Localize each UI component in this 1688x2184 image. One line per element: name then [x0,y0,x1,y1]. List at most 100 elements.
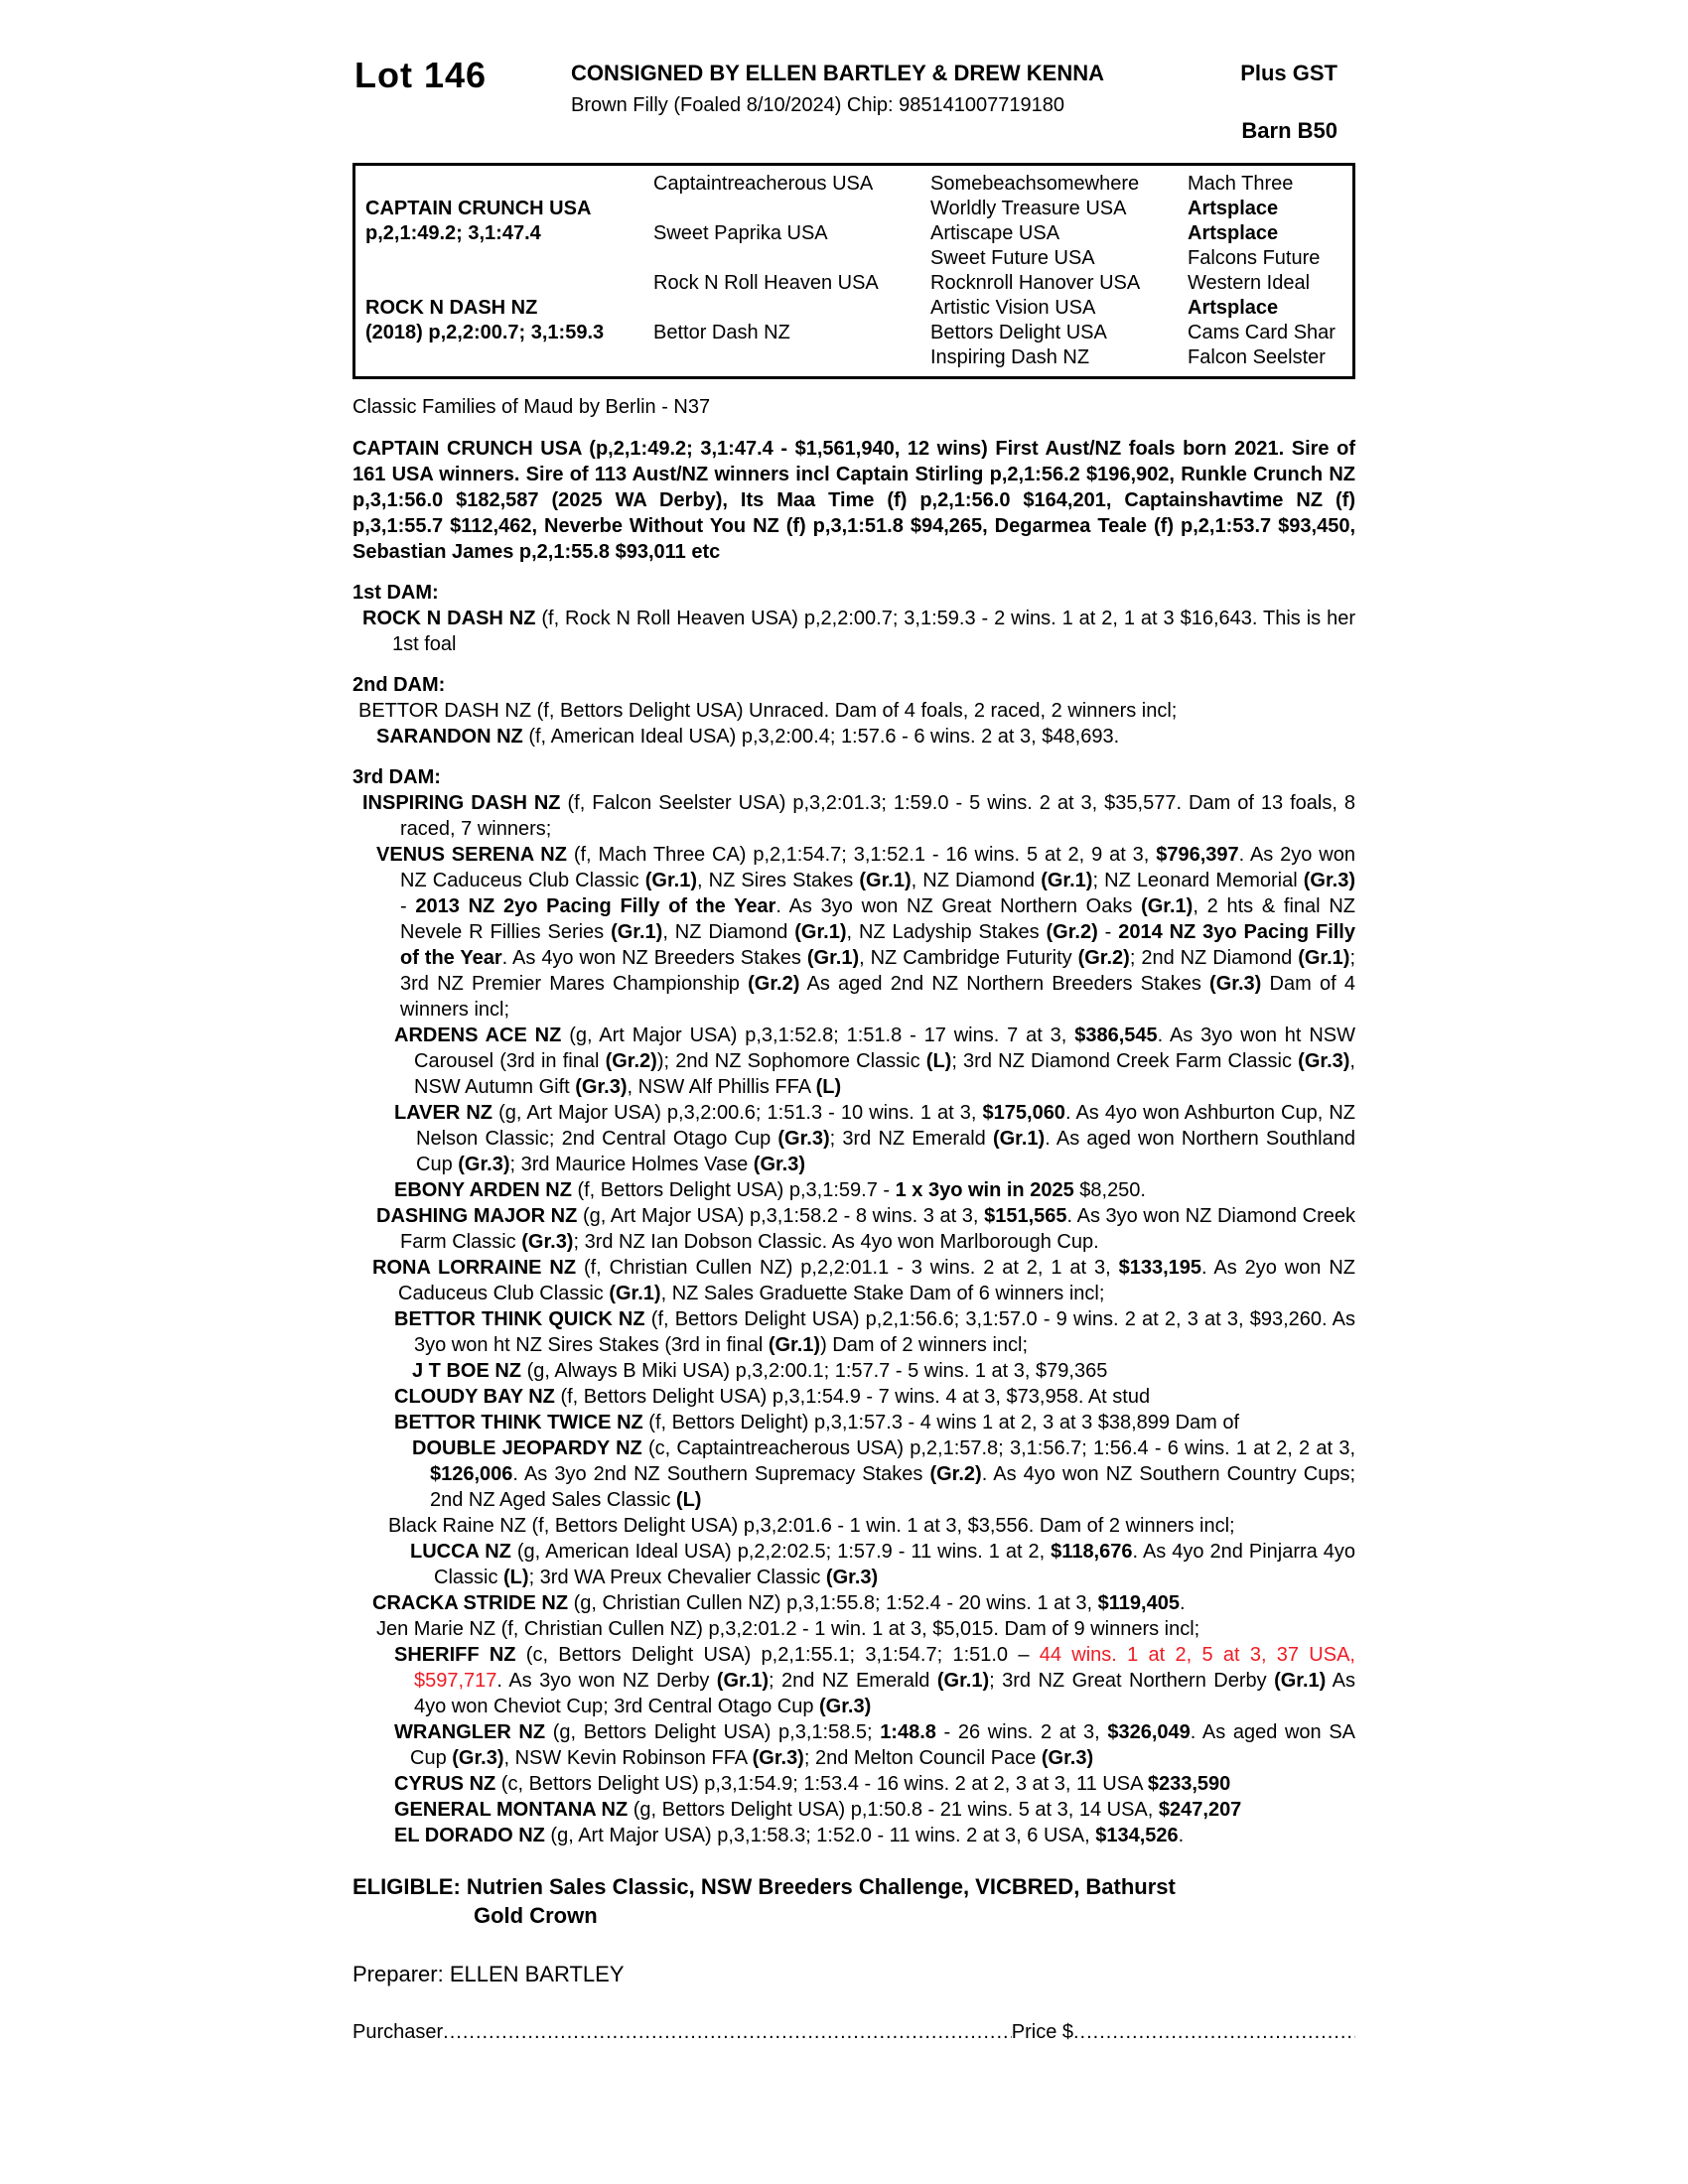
bold-text: SARANDON NZ [376,726,523,748]
text: ) Dam of 2 winners incl; [820,1334,1029,1356]
text: . As 4yo 2nd Pinjarra 4yo Classic [434,1541,1355,1588]
bold-text: $118,676 [1051,1541,1133,1563]
text: . As 3yo 2nd NZ Southern Supremacy Stake… [512,1463,930,1485]
purchaser-line: Purchaser ..............................… [352,2021,1355,2044]
text: , 2 hts & final NZ Nevele R Fillies Seri… [400,895,1355,943]
text: (c, Bettors Delight US) p,3,1:54.9; 1:53… [495,1773,1148,1795]
bold-text: $233,590 [1147,1773,1231,1795]
bold-text: EBONY ARDEN NZ [394,1179,572,1201]
entry-lucca: LUCCA NZ (g, American Ideal USA) p,2,2:0… [352,1539,1355,1590]
text: ; 3rd NZ Great Northern Derby [989,1670,1275,1692]
entry-wrangler: WRANGLER NZ (g, Bettors Delight USA) p,3… [352,1719,1355,1771]
bold-text: $386,545 [1074,1024,1158,1046]
text: , NZ Sales Graduette Stake Dam of 6 winn… [660,1283,1105,1304]
entry-ebony-arden: EBONY ARDEN NZ (f, Bettors Delight USA) … [352,1177,1355,1203]
bold-text: (Gr.3) [1041,1747,1094,1769]
bold-text: (Gr.3) [825,1567,879,1588]
bold-text: DASHING MAJOR NZ [376,1205,578,1227]
pedigree-cell-empty [653,296,930,321]
bold-text: (Gr.3) [458,1154,510,1175]
entry-laver: LAVER NZ (g, Art Major USA) p,3,2:00.6; … [352,1100,1355,1177]
bold-text: DOUBLE JEOPARDY NZ [412,1437,642,1459]
text: ); 2nd NZ Sophomore Classic [656,1050,926,1072]
text: BETTOR DASH NZ (f, Bettors Delight USA) … [358,700,1178,722]
text: (g, Art Major USA) p,3,1:52.8; 1:51.8 - … [561,1024,1075,1046]
text: - 26 wins. 2 at 3, [935,1721,1108,1743]
pedigree-cell-empty [355,246,653,271]
preparer-line: Preparer: ELLEN BARTLEY [352,1962,1355,1987]
text: . As aged won Northern Southland Cup [416,1128,1355,1175]
entry-cloudy-bay: CLOUDY BAY NZ (f, Bettors Delight USA) p… [352,1384,1355,1410]
text: (c, Bettors Delight USA) p,2,1:55.1; 3,1… [515,1644,1040,1666]
text: (g, Bettors Delight USA) p,1:50.8 - 21 w… [628,1799,1159,1821]
bold-text: ARDENS ACE NZ [394,1024,562,1046]
bold-text: RONA LORRAINE NZ [372,1257,577,1279]
pedigree-cell: Artsplace [1188,297,1279,319]
entry-el-dorado: EL DORADO NZ (g, Art Major USA) p,3,1:58… [352,1823,1355,1848]
text: ; 3rd WA Preux Chevalier Classic [528,1567,826,1588]
pedigree-cell: Artsplace [1188,198,1279,219]
bold-text: LUCCA NZ [410,1541,511,1563]
bold-text: (Gr.3) [752,1747,804,1769]
price-dotted-leader: ........................................… [1073,2021,1355,2043]
bold-text: 3rd DAM: [352,766,441,788]
text: Jen Marie NZ (f, Christian Cullen NZ) p,… [376,1618,1200,1640]
purchaser-dotted-leader: ........................................… [443,2021,1012,2043]
text: As 4yo won Cheviot Cup; 3rd Central Otag… [414,1670,1356,1717]
text: . As aged won SA Cup [410,1721,1355,1769]
entry-dashing-major: DASHING MAJOR NZ (g, Art Major USA) p,3,… [352,1203,1355,1255]
bold-text: (Gr.1) [609,1283,661,1304]
header-center-block: CONSIGNED BY ELLEN BARTLEY & DREW KENNA … [571,61,1104,117]
bold-text: 1:48.8 [880,1721,936,1743]
text: , NZ Ladyship Stakes [846,921,1047,943]
bold-text: ROCK N DASH NZ [362,608,536,629]
bold-text: GENERAL MONTANA NZ [394,1799,629,1821]
entry-bettor-think-quick: BETTOR THINK QUICK NZ (f, Bettors Deligh… [352,1306,1355,1358]
bold-text: $126,006 [430,1463,513,1485]
text: As aged 2nd NZ Northern Breeders Stakes [799,973,1210,995]
bold-text: (Gr.1) [716,1670,770,1692]
entry-bettor-dash: BETTOR DASH NZ (f, Bettors Delight USA) … [352,698,1355,724]
text: (f, Bettors Delight USA) p,3,1:59.7 - [571,1179,896,1201]
bold-text: $796,397 [1156,844,1239,866]
entry-sarandon: SARANDON NZ (f, American Ideal USA) p,3,… [352,724,1355,750]
text: (f, Bettors Delight) p,3,1:57.3 - 4 wins… [642,1412,1240,1433]
bold-text: CAPTAIN CRUNCH USA (p,2,1:49.2; 3,1:47.4… [352,438,1355,563]
bold-text: EL DORADO NZ [394,1825,545,1846]
highlighted-red-text: 44 wins. 1 at 2, 5 at 3, 37 USA, $597,71… [414,1644,1355,1692]
text: - [1097,921,1119,943]
bold-text: $175,060 [982,1102,1065,1124]
text: , NZ Sires Stakes [697,870,860,891]
bold-text: VENUS SERENA NZ [376,844,567,866]
text: , NSW Autumn Gift [414,1050,1355,1098]
pedigree-cell: Bettors Delight USA [930,322,1107,343]
text: Preparer: ELLEN BARTLEY [352,1962,625,1986]
barn-number: Barn B50 [1241,118,1337,143]
pedigree-cell: Western Ideal [1188,272,1311,294]
purchaser-label: Purchaser [352,2021,444,2043]
pedigree-cell: Mach Three [1188,173,1294,195]
text: ; 3rd Maurice Holmes Vase [509,1154,754,1175]
text: (f, Rock N Roll Heaven USA) p,2,2:00.7; … [392,608,1355,655]
bold-text: 1 x 3yo win in 2025 [895,1179,1074,1201]
entry-double-jeopardy: DOUBLE JEOPARDY NZ (c, Captaintreacherou… [352,1435,1355,1513]
bold-text: LAVER NZ [394,1102,493,1124]
text: ; NZ Leonard Memorial [1092,870,1304,891]
pedigree-cell: p,2,1:49.2; 3,1:47.4 [365,222,541,244]
bold-text: (Gr.3) [1209,973,1262,995]
pedigree-cell: Captaintreacherous USA [653,173,874,195]
text: (g, Art Major USA) p,3,2:00.6; 1:51.3 - … [492,1102,983,1124]
bold-text: (Gr.2) [1077,947,1130,969]
text: (c, Captaintreacherous USA) p,2,1:57.8; … [641,1437,1355,1459]
text: (g, Bettors Delight USA) p,3,1:58.5; [545,1721,881,1743]
text: . As 2yo won NZ Caduceus Club Classic [400,844,1355,891]
second-dam-heading: 2nd DAM: [352,672,1355,698]
text: . As 3yo won NZ Derby [496,1670,717,1692]
text: . As 4yo won NZ Breeders Stakes [501,947,807,969]
text: (f, Christian Cullen NZ) p,2,2:01.1 - 3 … [576,1257,1119,1279]
bold-text: (Gr.3) [1298,1050,1350,1072]
bold-text: SHERIFF NZ [394,1644,516,1666]
text: . As 2yo won NZ Caduceus Club Classic [398,1257,1355,1304]
entry-bettor-think-twice: BETTOR THINK TWICE NZ (f, Bettors Deligh… [352,1410,1355,1435]
